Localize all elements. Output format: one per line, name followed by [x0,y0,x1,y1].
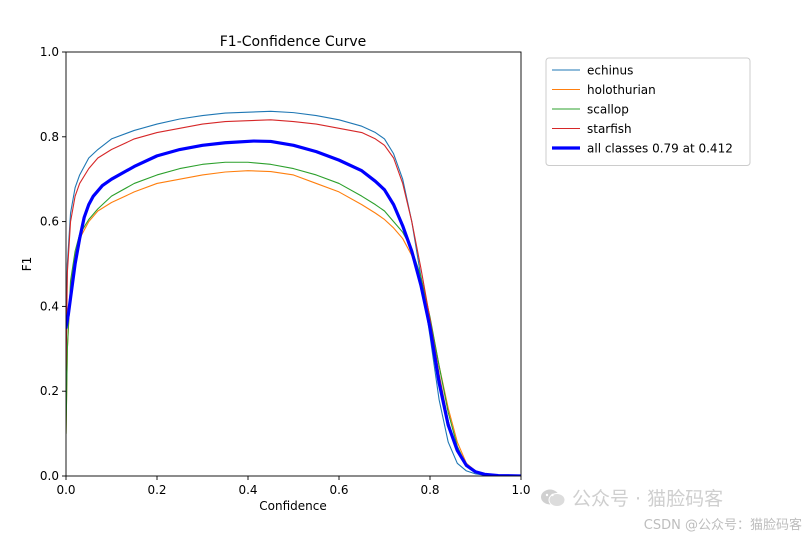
x-tick-label: 1.0 [511,483,530,497]
legend-label: scallop [587,103,629,117]
wechat-icon [541,489,566,507]
axes-frame [65,51,522,477]
x-tick-label: 0.4 [238,483,257,497]
y-tick-label: 0.6 [40,215,59,229]
x-tick-label: 0.0 [56,483,75,497]
series-line-scallop [66,161,521,476]
watermark-main-text: 公众号 · 猫脸码客 [572,488,724,510]
x-tick-label: 0.6 [329,483,348,497]
y-tick-label: 0.2 [40,384,59,398]
legend-label: starfish [587,122,632,136]
plot-background [66,52,521,476]
y-axis-label: F1 [20,257,34,272]
x-axis-label: Confidence [259,499,326,513]
x-tick-label: 0.2 [147,483,166,497]
chart-title: F1-Confidence Curve [220,34,366,50]
series-line-echinus [66,110,521,476]
series-line-all [66,139,521,476]
series-layer [66,110,521,476]
legend-label: all classes 0.79 at 0.412 [587,142,733,156]
y-tick-label: 0.4 [40,299,59,313]
legend-label: holothurian [587,83,656,97]
legend-box [545,57,751,166]
plot-area [66,52,521,476]
watermark-sub: CSDN @公众号：猫脸码客 [643,518,802,533]
y-tick-label: 0.8 [40,130,59,144]
x-tick-label: 0.8 [420,483,439,497]
series-line-holothurian [66,170,521,476]
watermark-main: 公众号 · 猫脸码客 [540,484,723,511]
axes-layer: 0.0 0.2 0.4 0.6 0.8 1.0 0.0 0.2 0.4 0.6 0.8 1.0 [40,45,531,497]
y-tick-label: 1.0 [40,45,59,59]
legend-label: echinus [587,64,633,78]
y-tick-label: 0.0 [40,469,59,483]
legend: echinus holothurian scallop starfish all cla… [545,57,751,166]
